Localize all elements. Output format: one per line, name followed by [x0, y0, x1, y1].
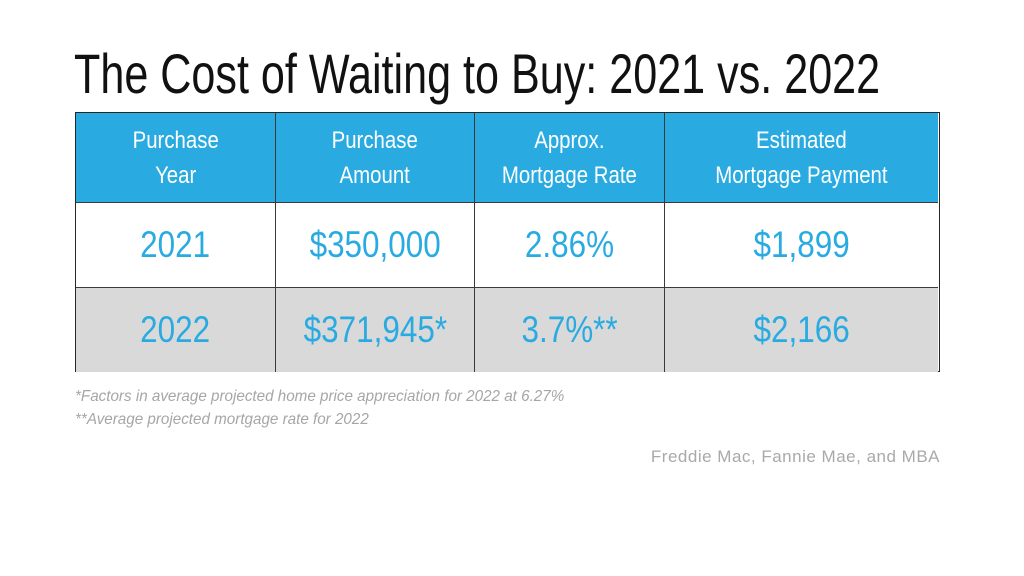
footnotes-block: *Factors in average projected home price…: [75, 385, 564, 431]
cell-value: 2021: [140, 224, 211, 265]
column-header-label: Estimated Mortgage Payment: [715, 126, 888, 189]
cell-2021-year: 2021: [76, 202, 275, 287]
column-header-label: Purchase Amount: [331, 126, 419, 189]
cell-value: $371,945*: [303, 309, 447, 350]
column-header-mortgage-rate: Approx. Mortgage Rate: [474, 113, 664, 202]
source-attribution: Freddie Mac, Fannie Mae, and MBA: [650, 447, 940, 466]
cell-value: 2.86%: [524, 224, 615, 265]
column-header-purchase-amount: Purchase Amount: [275, 113, 474, 202]
footnote-rate: **Average projected mortgage rate for 20…: [75, 411, 369, 428]
footnote-appreciation: *Factors in average projected home price…: [75, 388, 565, 405]
cell-value: $2,166: [753, 309, 850, 350]
cell-2022-mortgage-payment: $2,166: [664, 287, 938, 372]
cell-2022-mortgage-rate: 3.7%**: [474, 287, 664, 372]
column-header-mortgage-payment: Estimated Mortgage Payment: [664, 113, 938, 202]
column-header-purchase-year: Purchase Year: [76, 113, 275, 202]
cell-value: 3.7%**: [521, 309, 618, 350]
cell-2021-mortgage-payment: $1,899: [664, 202, 938, 287]
cell-2022-year: 2022: [76, 287, 275, 372]
column-header-label: Approx. Mortgage Rate: [502, 126, 637, 189]
column-header-label: Purchase Year: [132, 126, 219, 189]
cell-2021-purchase-amount: $350,000: [275, 202, 474, 287]
slide-title: The Cost of Waiting to Buy: 2021 vs. 202…: [74, 42, 881, 105]
cell-value: 2022: [140, 309, 211, 350]
cell-2022-purchase-amount: $371,945*: [275, 287, 474, 372]
cell-value: $350,000: [309, 224, 441, 265]
cell-2021-mortgage-rate: 2.86%: [474, 202, 664, 287]
cost-comparison-table: Purchase Year Purchase Amount Approx. Mo…: [75, 112, 940, 372]
cell-value: $1,899: [753, 224, 850, 265]
